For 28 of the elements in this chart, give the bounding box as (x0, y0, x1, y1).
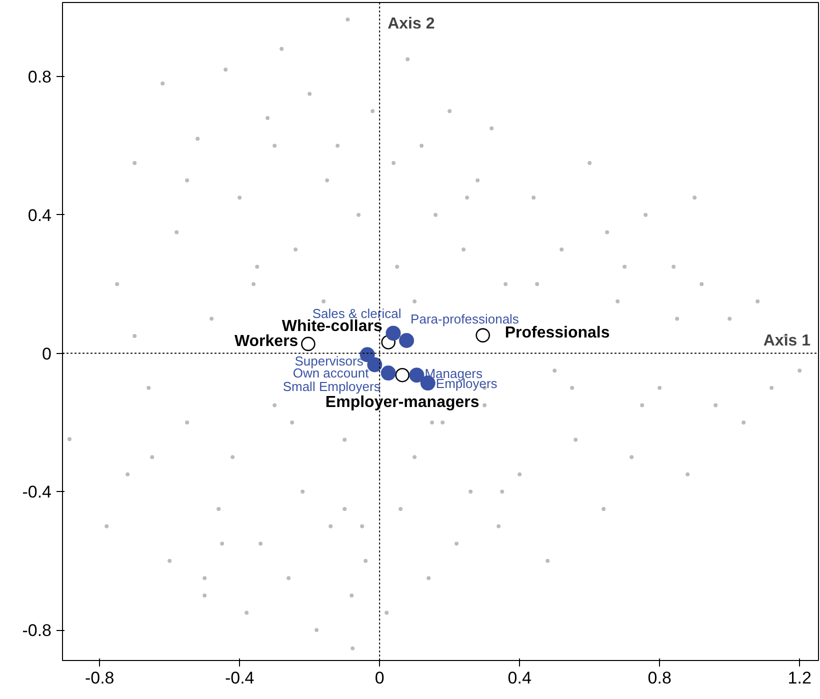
point (380, 366, 396, 380)
y-tick-label: 0.4 (28, 206, 52, 225)
point (409, 368, 424, 383)
point (386, 326, 401, 341)
ref-line-label: Axis 1 (763, 332, 811, 350)
series-label: Employer-managers (325, 394, 480, 412)
x-tick-label: -0.8 (84, 668, 114, 688)
x-tick-label: 1.2 (788, 668, 812, 688)
series-label: Professionals (504, 324, 610, 342)
series-label: Para-professionals (410, 311, 520, 326)
point (395, 368, 410, 382)
y-tick-label: 0.8 (28, 68, 52, 87)
x-tick-label: 0.8 (648, 668, 672, 688)
series-label: Supervisors (294, 354, 364, 369)
point (301, 336, 316, 352)
point (399, 333, 414, 348)
ref-line-label: Axis 2 (388, 16, 435, 32)
point (367, 357, 382, 372)
y-tick-label: -0.4 (22, 482, 52, 502)
series-label: Workers (234, 332, 298, 350)
x-tick-label: 0.4 (508, 668, 532, 688)
point (476, 328, 490, 342)
y-tick-label: 0 (42, 344, 52, 364)
x-tick-label: -0.4 (224, 668, 254, 688)
y-tick-label: -0.8 (22, 621, 52, 640)
x-tick-label: 0 (374, 668, 384, 688)
series-label: White-collars (282, 318, 382, 336)
series-label: Small Employers (282, 379, 381, 394)
